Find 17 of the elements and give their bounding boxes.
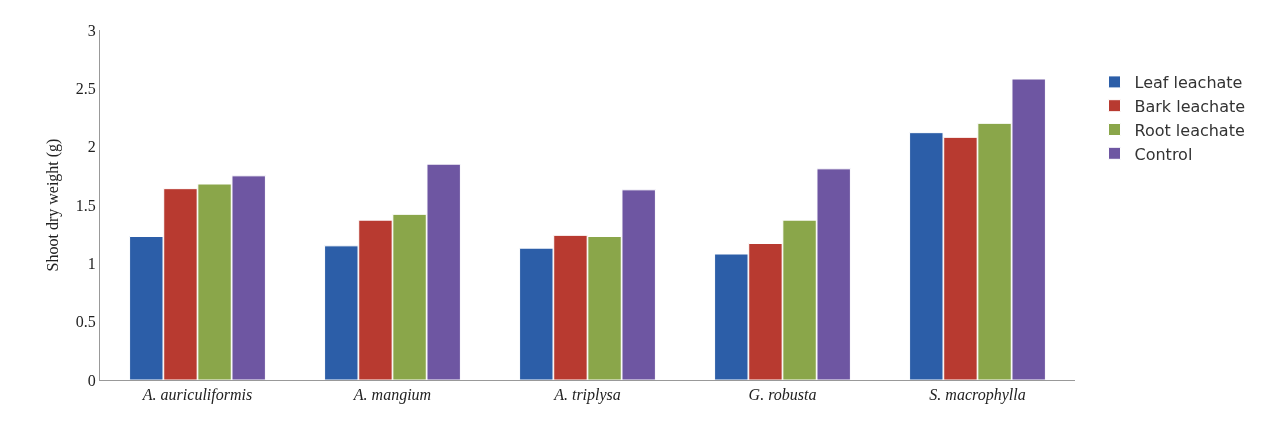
legend-label: Leaf leachate: [1134, 73, 1243, 93]
y-tick-label: 2: [87, 138, 96, 156]
y-tick-label: 1: [87, 254, 96, 272]
legend-label: Bark leachate: [1134, 96, 1246, 116]
x-tick-label: A. auriculiformis: [141, 386, 253, 405]
x-tick-label: S. macrophylla: [929, 386, 1026, 405]
y-tick-label: 0.5: [75, 313, 96, 331]
x-tick-label: G. robusta: [748, 386, 817, 404]
legend-label: Control: [1134, 144, 1193, 164]
legend-label: Root leachate: [1134, 120, 1245, 140]
x-tick-label: A. mangium: [352, 386, 432, 405]
y-tick-label: 3: [87, 21, 96, 39]
x-tick-label: A. triplysa: [553, 386, 621, 405]
y-tick-label: 1.5: [75, 196, 96, 214]
y-axis-title: Shoot dry weight (g): [44, 138, 62, 272]
y-tick-label: 0: [87, 371, 96, 389]
y-tick-label: 2.5: [75, 79, 96, 97]
